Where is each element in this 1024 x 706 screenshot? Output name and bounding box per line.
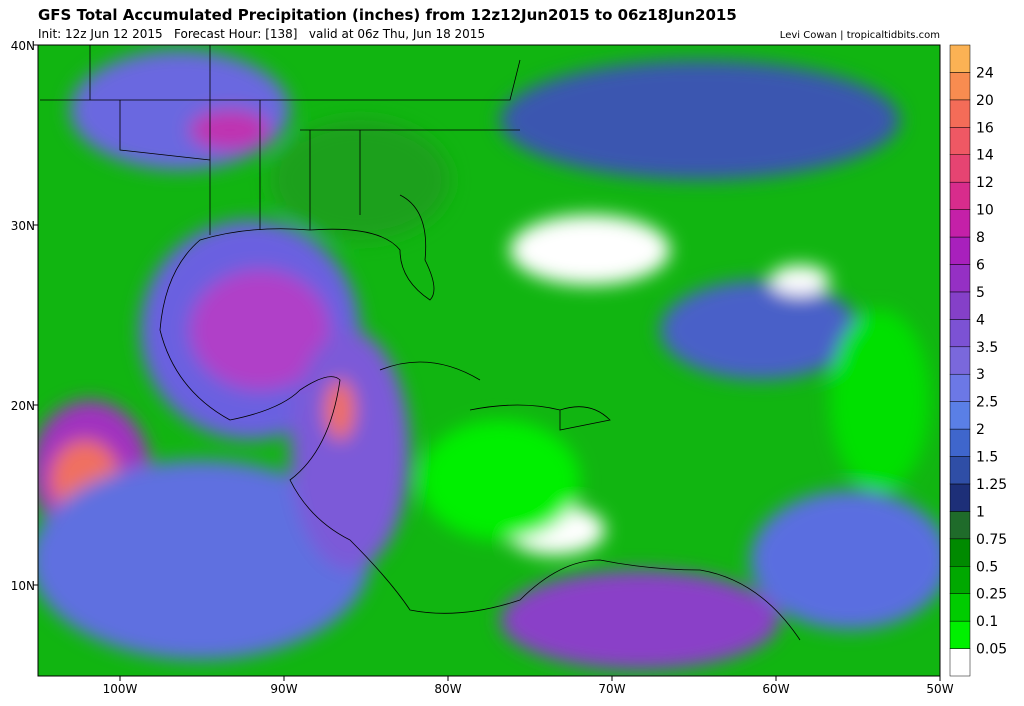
title: GFS Total Accumulated Precipitation (inc… [38,6,737,24]
colorbar-segment [949,511,971,540]
colorbar-label: 0.25 [976,587,1007,603]
colorbar-segment [949,401,971,430]
lon-label: 90W [270,682,297,696]
colorbar-segment [949,264,971,293]
colorbar-label: 1.25 [976,477,1007,493]
lat-label: 40N [11,39,35,53]
colorbar-label: 2 [976,422,985,438]
lon-label: 80W [434,682,461,696]
colorbar-label: 0.75 [976,532,1007,548]
colorbar-segment [949,566,971,594]
colorbar-segment [949,127,971,155]
colorbar-segment [949,209,971,238]
colorbar-segment [949,291,971,320]
lon-label: 60W [762,682,789,696]
credit: Levi Cowan | tropicaltidbits.com [780,30,940,41]
colorbar-label: 6 [976,257,985,273]
precip-map [38,45,940,676]
colorbar-label: 0.05 [976,642,1007,658]
colorbar-segment [949,483,971,512]
colorbar-segment [949,319,971,348]
lon-label: 100W [103,682,138,696]
lat-label: 20N [11,399,35,413]
map-frame [37,44,941,677]
colorbar-segment [949,346,971,375]
colorbar-segment [949,538,971,567]
colorbar-segment [949,373,971,402]
colorbar-label: 1 [976,504,985,520]
lat-label: 30N [11,219,35,233]
lat-label: 10N [11,579,35,593]
colorbar-label: 8 [976,230,985,246]
colorbar-label: 5 [976,285,985,301]
colorbar-label: 0.1 [976,614,998,630]
colorbar-segment [949,428,971,457]
colorbar-label: 3 [976,367,985,383]
lon-label: 70W [598,682,625,696]
colorbar-segment [949,593,971,622]
colorbar-segment [949,44,971,73]
colorbar-label: 20 [976,93,994,109]
colorbar-segment [949,72,971,101]
colorbar-label: 0.5 [976,559,998,575]
colorbar-segment [949,99,971,128]
subtitle: Init: 12z Jun 12 2015 Forecast Hour: [13… [38,27,485,41]
colorbar-label: 16 [976,120,994,136]
colorbar-label: 10 [976,203,994,219]
colorbar-segment [949,181,971,210]
colorbar-label: 12 [976,175,994,191]
colorbar-segment [949,620,971,649]
lon-label: 50W [926,682,953,696]
colorbar-segment [949,648,971,677]
colorbar-segment [949,456,971,485]
colorbar-segment [949,154,971,183]
colorbar-segment [949,236,971,265]
colorbar-label: 3.5 [976,340,998,356]
colorbar-label: 14 [976,148,994,164]
colorbar-label: 2.5 [976,395,998,411]
colorbar-label: 4 [976,312,985,328]
colorbar-label: 24 [976,65,994,81]
colorbar-label: 1.5 [976,450,998,466]
